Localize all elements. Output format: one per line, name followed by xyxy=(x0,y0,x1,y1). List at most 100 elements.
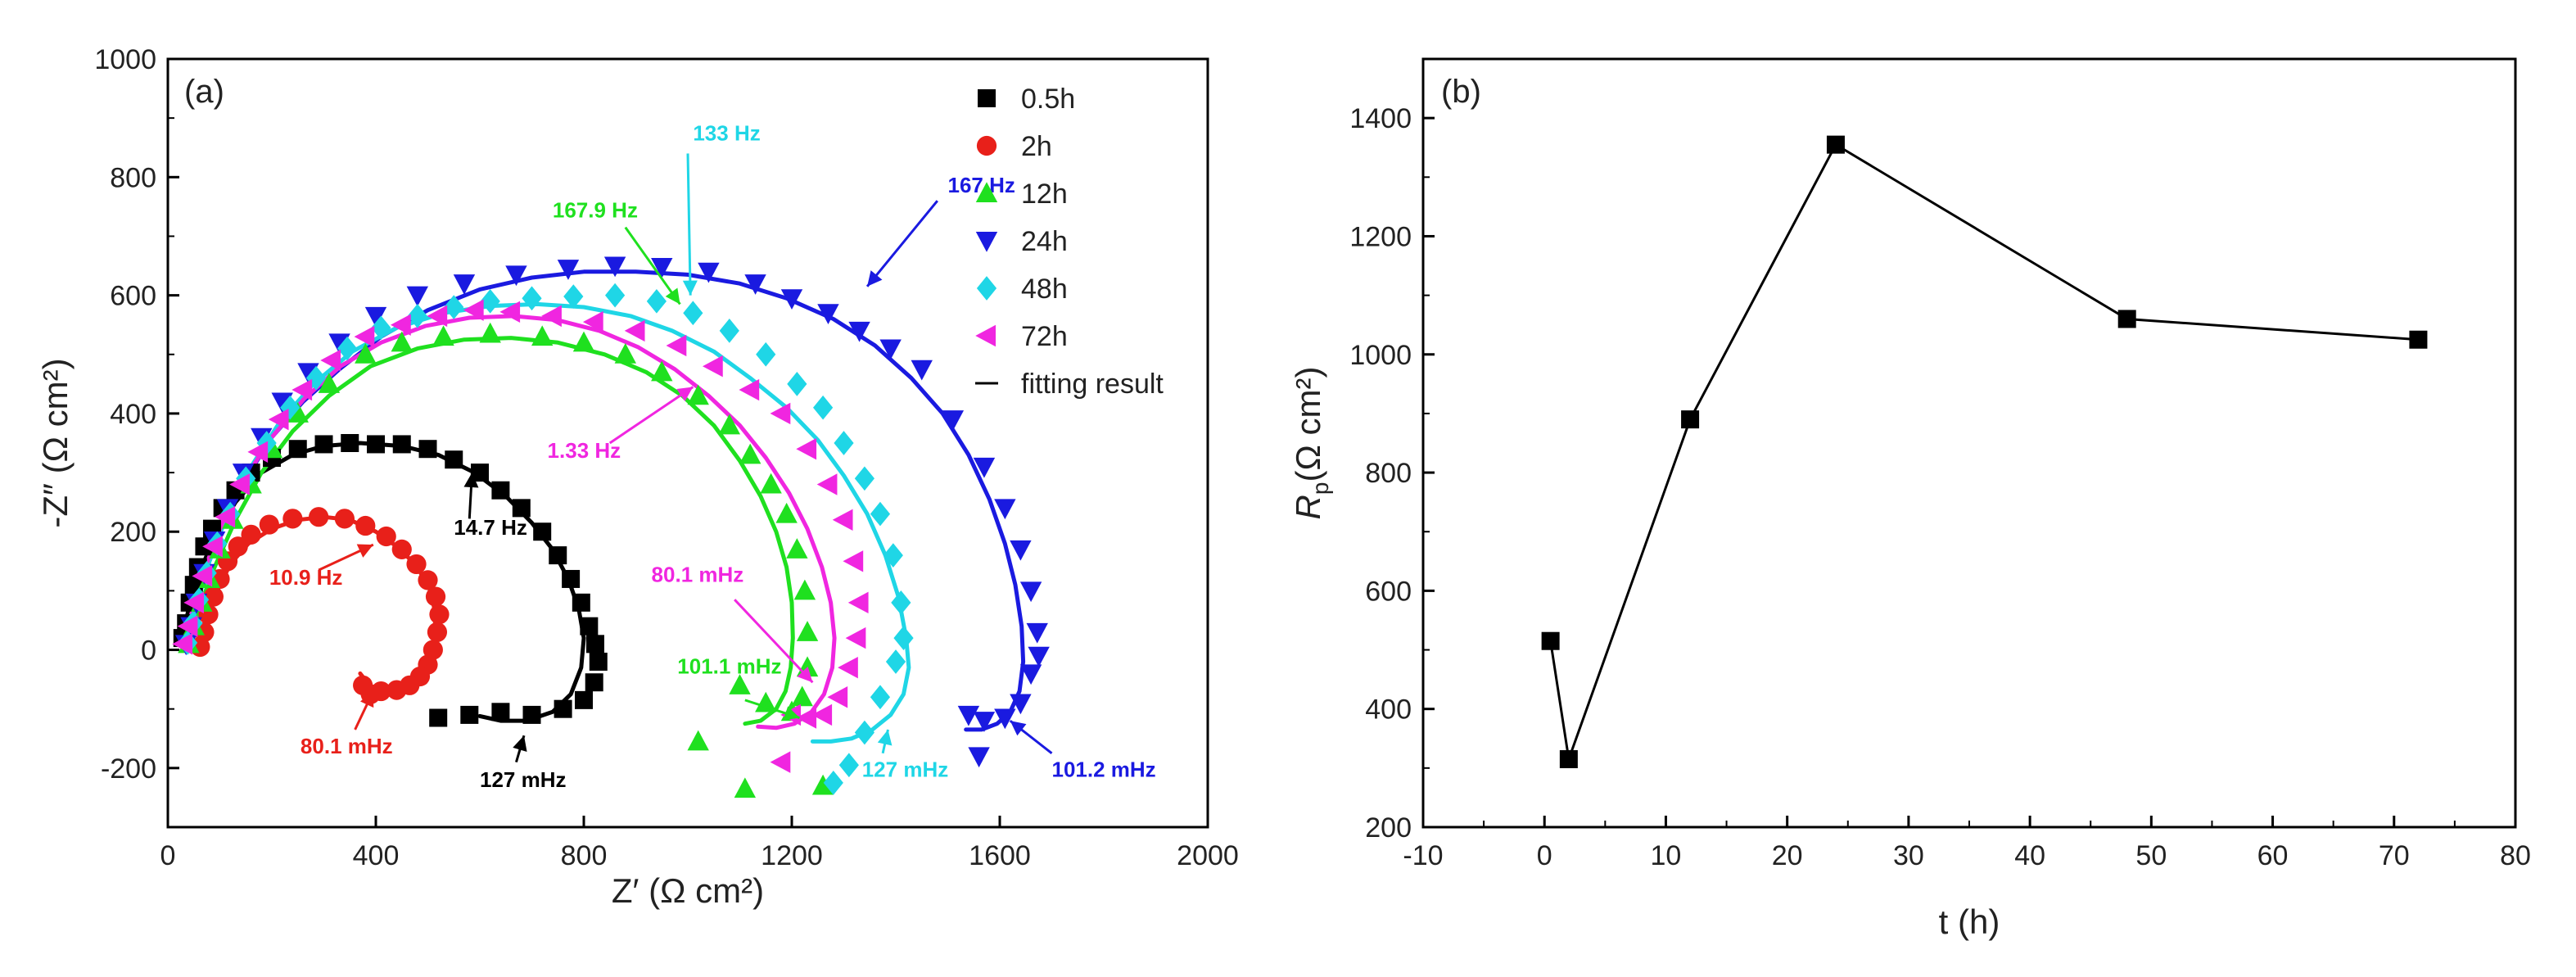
data-point-72h xyxy=(796,438,817,460)
legend-marker-48h xyxy=(976,276,997,301)
data-point-12h xyxy=(355,343,377,364)
data-point-24h xyxy=(1019,581,1042,603)
panel-b-x-ticks: -10 0 10 20 30 40 50 60 70 80 xyxy=(1403,816,2531,871)
data-point-24h xyxy=(994,499,1016,520)
data-point-2h xyxy=(228,536,248,557)
data-point-0.5h xyxy=(491,481,510,500)
data-point-72h xyxy=(202,536,223,558)
data-point-72h xyxy=(463,299,484,321)
annotation-label: 80.1 mHz xyxy=(652,563,744,587)
data-point-72h xyxy=(832,509,853,531)
data-point-24h xyxy=(994,708,1016,730)
data-point-2h xyxy=(376,526,396,547)
panel-a-y-tick-label: -200 xyxy=(101,753,156,785)
panel-b-x-tick-label: 60 xyxy=(2257,840,2289,871)
panel-b-y-axis-title: Rp(Ω cm²) xyxy=(1289,367,1333,520)
rp-data-point xyxy=(2117,310,2136,328)
data-point-0.5h xyxy=(580,617,599,636)
data-point-12h xyxy=(786,538,808,559)
data-point-12h xyxy=(775,502,798,523)
legend-fit-label: fitting result xyxy=(1021,369,1164,400)
data-point-0.5h xyxy=(460,705,479,724)
data-point-24h xyxy=(817,304,839,325)
data-point-48h xyxy=(870,501,891,527)
panel-b-data-points xyxy=(1541,135,2428,769)
rp-data-point xyxy=(1681,410,1700,429)
data-point-0.5h xyxy=(418,440,437,459)
annotation-label: 101.1 mHz xyxy=(677,654,781,678)
data-point-12h xyxy=(572,331,595,352)
panel-b-rp-vs-time: (b) -10 0 10 20 30 40 50 60 70 80 200 400 600 800 100… xyxy=(1289,57,2531,941)
panel-a-nyquist-plot: (a) 0 400 800 1200 1600 2000 -200 0 200 400 600 80… xyxy=(36,44,1239,910)
data-point-48h xyxy=(563,284,584,309)
legend-marker-24h xyxy=(975,232,998,252)
panel-a-x-tick-label: 1200 xyxy=(761,840,823,871)
panel-b-y-tick-label: 800 xyxy=(1365,458,1412,489)
data-point-24h xyxy=(942,410,965,431)
data-point-24h xyxy=(271,392,293,414)
legend-entry-label: 12h xyxy=(1021,179,1068,210)
data-point-72h xyxy=(192,565,213,587)
data-point-48h xyxy=(337,336,358,361)
data-point-72h xyxy=(391,314,411,336)
legend-marker-2h xyxy=(976,135,997,156)
rp-data-point xyxy=(1541,631,1560,650)
data-point-24h xyxy=(1010,540,1032,561)
data-point-48h xyxy=(646,288,667,314)
data-point-48h xyxy=(891,590,911,615)
data-point-72h xyxy=(843,550,864,572)
data-point-12h xyxy=(479,322,501,343)
annotation-label: 14.7 Hz xyxy=(454,515,527,540)
data-point-72h xyxy=(624,319,645,342)
data-point-12h xyxy=(687,730,709,751)
data-point-72h xyxy=(703,355,723,378)
data-point-24h xyxy=(1028,646,1050,667)
data-point-24h xyxy=(780,289,803,310)
data-point-0.5h xyxy=(572,593,590,612)
annotation-label: 1.33 Hz xyxy=(548,438,621,463)
data-point-2h xyxy=(203,586,224,607)
data-point-2h xyxy=(353,675,373,695)
data-point-12h xyxy=(391,331,413,352)
data-point-2h xyxy=(425,586,446,607)
annotation-label: 101.2 mHz xyxy=(1052,758,1156,782)
panel-b-x-axis-title: t (h) xyxy=(1939,902,2000,941)
data-point-72h xyxy=(215,505,236,528)
data-point-48h xyxy=(605,283,626,308)
data-point-24h xyxy=(973,457,996,478)
data-point-72h xyxy=(320,349,341,372)
data-point-0.5h xyxy=(549,546,567,565)
panel-a-y-tick-label: 400 xyxy=(110,399,156,430)
data-point-48h xyxy=(834,431,854,455)
annotation-arrow-head xyxy=(356,544,373,558)
data-point-0.5h xyxy=(341,434,359,452)
data-point-0.5h xyxy=(522,705,541,724)
panel-b-y-tick-label: 400 xyxy=(1365,694,1412,726)
data-point-72h xyxy=(827,686,848,708)
panel-a-y-tick-label: 800 xyxy=(110,162,156,193)
data-point-2h xyxy=(334,509,355,529)
panel-a-y-ticks: -200 0 200 400 600 800 1000 xyxy=(94,44,179,785)
data-point-72h xyxy=(770,751,791,773)
panel-a-legend: 0.5h 2h 12h 24h 48h 72h fitting result xyxy=(975,84,1164,400)
data-point-2h xyxy=(418,570,438,590)
data-point-48h xyxy=(823,771,843,795)
data-point-48h xyxy=(838,753,859,778)
data-point-0.5h xyxy=(562,569,581,588)
data-point-12h xyxy=(755,691,777,712)
panel-a-x-tick-label: 2000 xyxy=(1177,840,1239,871)
data-point-12h xyxy=(729,674,751,694)
annotation-arrow-head xyxy=(682,280,698,296)
data-point-48h xyxy=(883,543,903,568)
data-point-72h xyxy=(183,591,205,614)
panel-b-x-tick-label: 70 xyxy=(2379,840,2410,871)
data-point-24h xyxy=(651,257,673,278)
annotation-arrow-head xyxy=(359,691,374,708)
panel-b-x-tick-label: 30 xyxy=(1893,840,1924,871)
panel-a-x-ticks: 0 400 800 1200 1600 2000 xyxy=(160,816,1239,871)
legend-entry-label: 2h xyxy=(1021,131,1052,162)
data-point-24h xyxy=(879,339,902,360)
data-point-0.5h xyxy=(429,708,448,727)
data-point-72h xyxy=(816,473,838,495)
